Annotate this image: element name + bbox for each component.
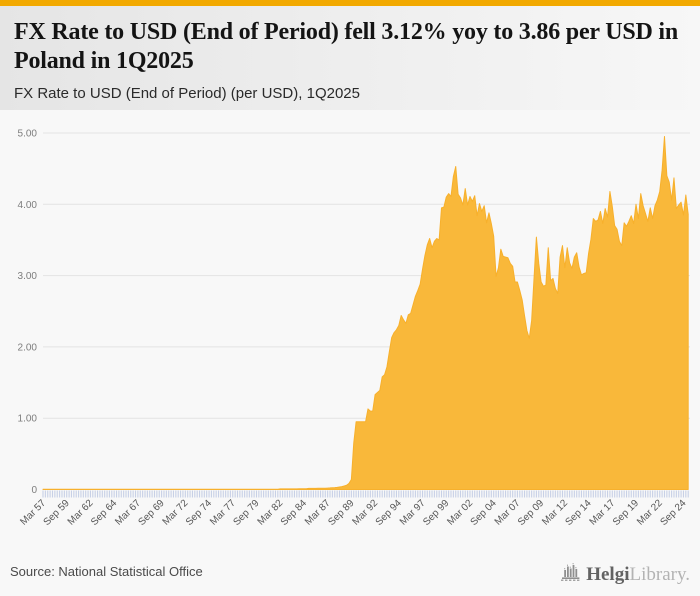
svg-text:Sep 99: Sep 99 [421,498,451,528]
svg-text:Sep 19: Sep 19 [611,498,641,528]
source-note: Source: National Statistical Office [10,564,203,579]
svg-text:Sep 79: Sep 79 [231,498,261,528]
page-title: FX Rate to USD (End of Period) fell 3.12… [14,19,679,74]
svg-text:Sep 24: Sep 24 [658,498,688,528]
chart-header: FX Rate to USD (End of Period) fell 3.12… [0,6,700,110]
svg-text:0: 0 [31,485,37,496]
bar-chart-building-icon [560,561,582,588]
svg-text:Sep 14: Sep 14 [564,498,594,528]
svg-text:Sep 69: Sep 69 [137,498,167,528]
svg-text:Sep 04: Sep 04 [469,498,499,528]
helgi-library-logo: HelgiLibrary. [560,561,690,588]
svg-text:Sep 84: Sep 84 [279,498,309,528]
accent-bar-top [0,0,700,6]
svg-text:Sep 59: Sep 59 [42,498,72,528]
svg-text:4.00: 4.00 [18,200,38,211]
chart-subtitle: FX Rate to USD (End of Period) (per USD)… [14,85,360,102]
svg-text:Sep 64: Sep 64 [89,498,119,528]
logo-wordmark: HelgiLibrary. [586,564,690,586]
svg-text:Sep 89: Sep 89 [326,498,356,528]
svg-text:5.00: 5.00 [18,129,38,140]
svg-text:Sep 94: Sep 94 [374,498,404,528]
svg-text:2.00: 2.00 [18,342,38,353]
logo-text-helgi: Helgi [586,563,630,585]
svg-text:Sep 09: Sep 09 [516,498,546,528]
logo-text-library: Library. [629,563,691,585]
svg-text:1.00: 1.00 [18,414,38,425]
svg-text:Sep 74: Sep 74 [184,498,214,528]
svg-text:3.00: 3.00 [18,271,38,282]
